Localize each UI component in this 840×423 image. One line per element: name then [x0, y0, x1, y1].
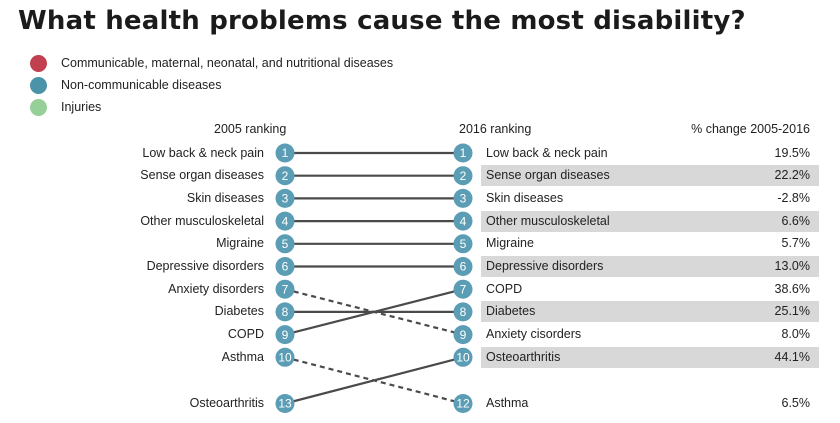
node-2005-rank-10-number: 10	[278, 351, 292, 365]
percent-change-other-musculoskeletal: 6.6%	[781, 213, 811, 228]
label-2005-osteoarthritis: Osteoarthritis	[189, 396, 264, 410]
node-2016-rank-3-circle	[453, 188, 473, 208]
node-2016-rank-10-number: 10	[456, 351, 470, 365]
label-2016-diabetes: Diabetes	[486, 304, 536, 319]
label-2005-low-back-neck-pain: Low back & neck pain	[142, 145, 264, 160]
legend-label-injuries: Injuries	[61, 100, 102, 114]
header-2005-ranking: 2005 ranking	[214, 122, 287, 136]
node-2016-rank-4-circle	[453, 211, 473, 231]
node-2005-rank-7-number: 7	[282, 282, 289, 296]
node-2016-rank-10-circle	[453, 347, 473, 367]
node-2005-rank-13-circle	[275, 394, 295, 413]
percent-change-osteoarthritis: 44.1%	[774, 349, 810, 364]
row-highlight-10	[481, 346, 819, 368]
label-2016-anxiety-cisorders: Anxiety cisorders	[486, 327, 582, 342]
node-2016-rank-4-number: 4	[460, 214, 467, 228]
node-2005-rank-8-number: 8	[282, 305, 289, 319]
percent-change-low-back-neck-pain: 19.5%	[774, 145, 810, 160]
node-2005-rank-4-number: 4	[282, 214, 289, 228]
percent-change-diabetes: 25.1%	[774, 304, 810, 319]
node-2016-rank-9-circle	[453, 325, 473, 345]
node-2016-rank-8-number: 8	[460, 305, 467, 319]
legend-swatch-injuries	[30, 98, 47, 116]
label-2005-sense-organ-diseases: Sense organ diseases	[140, 168, 264, 183]
legend-swatch-non-communicable	[30, 76, 47, 94]
node-2016-rank-6-number: 6	[460, 260, 467, 274]
node-2005-rank-3-number: 3	[282, 192, 289, 206]
percent-change-sense-organ-diseases: 22.2%	[774, 168, 810, 183]
percent-change-anxiety-cisorders: 8.0%	[781, 327, 811, 342]
header-percent-change: % change 2005-2016	[691, 122, 810, 136]
row-highlight-8	[481, 301, 819, 323]
link-line-9-to-7	[284, 288, 464, 336]
legend-item-non-communicable: Non-communicable diseases	[30, 74, 393, 96]
label-2005-other-musculoskeletal: Other musculoskeletal	[140, 213, 264, 228]
percent-change-asthma: 6.5%	[781, 396, 811, 410]
legend-item-injuries: Injuries	[30, 96, 393, 118]
node-2005-rank-1-number: 1	[282, 146, 289, 160]
node-2005-rank-6-circle	[275, 257, 295, 276]
legend: Communicable, maternal, neonatal, and nu…	[30, 52, 393, 118]
node-2016-rank-9-number: 9	[460, 328, 467, 342]
node-2005-rank-13-number: 13	[278, 397, 292, 411]
percent-change-depressive-disorders: 13.0%	[774, 259, 810, 273]
node-2005-rank-3-circle	[275, 188, 295, 208]
label-2005-skin-diseases: Skin diseases	[186, 190, 264, 205]
label-2016-asthma: Asthma	[486, 396, 529, 410]
label-2016-depressive-disorders: Depressive disorders	[486, 259, 604, 273]
percent-change-copd: 38.6%	[774, 281, 810, 296]
label-2005-copd: COPD	[227, 327, 264, 342]
node-2005-rank-2-circle	[275, 166, 295, 186]
label-2016-copd: COPD	[486, 281, 523, 296]
label-2016-other-musculoskeletal: Other musculoskeletal	[486, 213, 610, 228]
node-2016-rank-12-number: 12	[456, 397, 470, 411]
node-2016-rank-8-circle	[453, 302, 473, 322]
legend-label-communicable: Communicable, maternal, neonatal, and nu…	[61, 56, 394, 70]
node-2016-rank-7-circle	[453, 279, 473, 299]
label-2016-osteoarthritis: Osteoarthritis	[486, 349, 561, 364]
label-2016-migraine: Migraine	[486, 236, 534, 251]
label-2005-diabetes: Diabetes	[214, 304, 264, 319]
row-highlight-6	[481, 256, 819, 277]
node-2005-rank-7-circle	[275, 279, 295, 299]
node-2005-rank-5-circle	[275, 234, 295, 254]
label-2016-sense-organ-diseases: Sense organ diseases	[486, 168, 610, 183]
node-2005-rank-4-circle	[275, 211, 295, 231]
row-highlight-2	[481, 165, 819, 187]
node-2016-rank-5-number: 5	[460, 237, 467, 251]
node-2016-rank-2-number: 2	[460, 169, 467, 183]
percent-change-migraine: 5.7%	[781, 236, 811, 251]
node-2005-rank-6-number: 6	[282, 260, 289, 274]
label-2005-migraine: Migraine	[216, 236, 264, 251]
node-2005-rank-10-circle	[275, 347, 295, 367]
node-2005-rank-5-number: 5	[282, 237, 289, 251]
label-2005-asthma: Asthma	[221, 349, 264, 364]
legend-swatch-communicable	[30, 54, 47, 72]
link-line-13-to-10	[284, 356, 464, 405]
node-2016-rank-7-number: 7	[460, 282, 467, 296]
legend-label-non-communicable: Non-communicable diseases	[61, 78, 222, 92]
node-2016-rank-2-circle	[453, 166, 473, 186]
node-2005-rank-2-number: 2	[282, 169, 289, 183]
node-2016-rank-3-number: 3	[460, 192, 467, 206]
node-2016-rank-5-circle	[453, 234, 473, 254]
label-2016-low-back-neck-pain: Low back & neck pain	[486, 145, 608, 160]
row-highlight-4	[481, 210, 819, 232]
node-2016-rank-6-circle	[453, 257, 473, 276]
header-2016-ranking: 2016 ranking	[459, 122, 532, 136]
legend-item-communicable: Communicable, maternal, neonatal, and nu…	[30, 52, 393, 74]
percent-change-skin-diseases: -2.8%	[777, 190, 810, 205]
chart-title: What health problems cause the most disa…	[18, 6, 746, 36]
node-2016-rank-1-number: 1	[460, 146, 467, 160]
label-2005-depressive-disorders: Depressive disorders	[146, 259, 264, 273]
node-2005-rank-9-circle	[275, 325, 295, 345]
node-2005-rank-8-circle	[275, 302, 295, 322]
node-2016-rank-1-circle	[453, 143, 473, 163]
label-2005-anxiety-disorders: Anxiety disorders	[168, 281, 264, 296]
node-2005-rank-1-circle	[275, 143, 295, 163]
node-2005-rank-9-number: 9	[282, 328, 289, 342]
label-2016-skin-diseases: Skin diseases	[486, 190, 564, 205]
node-2016-rank-12-circle	[453, 394, 473, 413]
